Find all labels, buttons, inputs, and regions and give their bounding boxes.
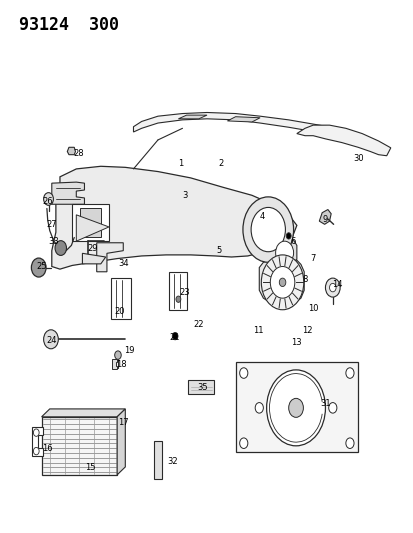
Circle shape <box>270 266 294 298</box>
Polygon shape <box>112 359 117 369</box>
Circle shape <box>261 255 303 310</box>
Polygon shape <box>41 417 117 475</box>
Polygon shape <box>82 253 105 264</box>
Circle shape <box>239 438 247 448</box>
Circle shape <box>279 278 285 287</box>
Text: 25: 25 <box>36 262 47 271</box>
Polygon shape <box>32 427 43 456</box>
Text: 13: 13 <box>291 338 301 348</box>
Polygon shape <box>111 278 131 319</box>
Polygon shape <box>227 117 259 122</box>
Polygon shape <box>235 362 357 452</box>
Circle shape <box>285 233 290 239</box>
Polygon shape <box>133 112 357 140</box>
Text: 9: 9 <box>322 214 327 223</box>
Polygon shape <box>296 125 390 156</box>
Polygon shape <box>52 182 84 204</box>
Polygon shape <box>67 147 75 155</box>
Circle shape <box>242 197 293 262</box>
Polygon shape <box>188 380 214 394</box>
Text: 24: 24 <box>46 336 57 345</box>
Text: 26: 26 <box>42 197 53 206</box>
Circle shape <box>239 368 247 378</box>
Text: 20: 20 <box>114 307 124 316</box>
Text: 3: 3 <box>181 191 187 200</box>
Polygon shape <box>259 260 304 301</box>
Text: 6: 6 <box>290 237 295 246</box>
Text: 21: 21 <box>169 333 179 342</box>
Text: 30: 30 <box>352 154 363 163</box>
Polygon shape <box>76 215 109 241</box>
Polygon shape <box>52 166 296 269</box>
Text: 15: 15 <box>85 464 96 472</box>
Polygon shape <box>318 209 330 224</box>
Text: 11: 11 <box>252 326 263 335</box>
Text: 7: 7 <box>310 254 315 263</box>
Text: 33: 33 <box>48 237 59 246</box>
Text: 34: 34 <box>118 260 128 268</box>
Text: 28: 28 <box>73 149 83 158</box>
Text: 18: 18 <box>116 360 126 369</box>
Circle shape <box>55 241 66 255</box>
Circle shape <box>31 258 46 277</box>
Text: 1: 1 <box>178 159 183 168</box>
Circle shape <box>176 296 180 302</box>
Text: 32: 32 <box>166 457 177 466</box>
Text: 5: 5 <box>216 246 221 255</box>
Circle shape <box>251 207 285 252</box>
Circle shape <box>329 284 335 292</box>
Circle shape <box>275 241 293 264</box>
Circle shape <box>328 402 336 413</box>
Polygon shape <box>169 272 187 310</box>
Polygon shape <box>97 243 123 272</box>
Text: 29: 29 <box>87 244 97 253</box>
Text: 23: 23 <box>179 288 190 297</box>
Circle shape <box>288 398 303 417</box>
Circle shape <box>325 278 339 297</box>
Text: 8: 8 <box>301 275 307 284</box>
Text: 14: 14 <box>332 280 342 289</box>
Circle shape <box>254 402 263 413</box>
Text: 19: 19 <box>124 346 134 356</box>
Circle shape <box>43 330 58 349</box>
Text: 2: 2 <box>218 159 223 168</box>
Text: 17: 17 <box>118 417 128 426</box>
Text: 93124  300: 93124 300 <box>19 16 119 34</box>
Circle shape <box>33 429 39 437</box>
Text: 12: 12 <box>301 326 311 335</box>
Text: 4: 4 <box>259 212 264 221</box>
Circle shape <box>266 370 325 446</box>
Circle shape <box>172 333 178 340</box>
Polygon shape <box>272 239 296 266</box>
Polygon shape <box>80 208 100 238</box>
Circle shape <box>43 192 53 205</box>
Polygon shape <box>41 409 125 417</box>
Text: 35: 35 <box>197 383 208 392</box>
Text: 22: 22 <box>193 320 204 329</box>
Circle shape <box>345 438 353 448</box>
Polygon shape <box>154 441 161 479</box>
Circle shape <box>33 447 39 455</box>
Circle shape <box>345 368 353 378</box>
Text: 10: 10 <box>307 304 318 313</box>
Circle shape <box>114 351 121 359</box>
Text: 16: 16 <box>42 444 53 453</box>
Polygon shape <box>178 115 206 119</box>
Polygon shape <box>72 204 109 241</box>
Text: 31: 31 <box>319 399 330 408</box>
Polygon shape <box>117 409 125 475</box>
Text: 27: 27 <box>46 220 57 229</box>
